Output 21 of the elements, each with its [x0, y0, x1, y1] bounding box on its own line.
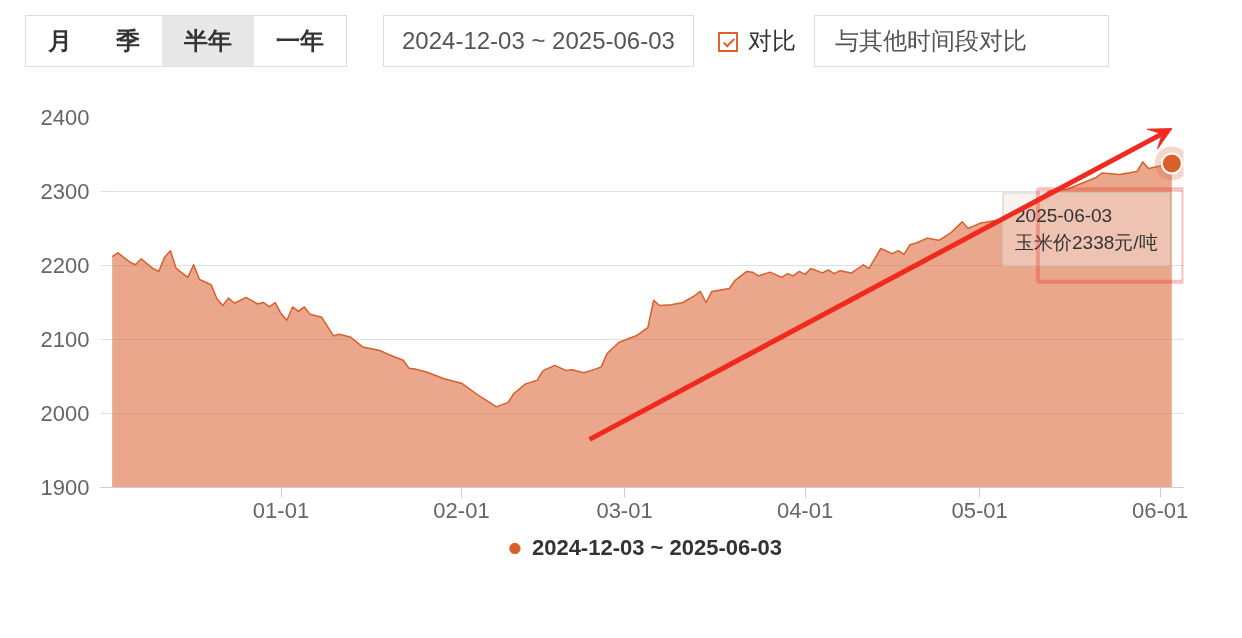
text: 2024-12-03 ~ 2025-06-03: [383, 15, 694, 68]
y-tick-label: 2200: [40, 253, 90, 278]
y-tick-label: 2000: [40, 401, 90, 426]
text: 半年: [162, 16, 254, 67]
x-tick-label: 04-01: [776, 497, 834, 523]
text: 对比: [746, 26, 796, 56]
y-tick-label: 2400: [40, 105, 90, 130]
y-tick-label: 2100: [40, 327, 90, 352]
x-tick-label: 06-01: [1132, 497, 1189, 523]
text: 月: [47, 26, 73, 56]
x-tick-label: 05-01: [951, 497, 1008, 523]
x-tick-label: 02-01: [433, 497, 490, 523]
text: 与其他时间段对比: [813, 15, 1109, 68]
y-tick-label: 2300: [40, 179, 90, 204]
x-tick-label: 01-01: [252, 497, 310, 523]
y-tick-label: 1900: [40, 475, 90, 500]
text: 一年: [275, 26, 325, 56]
x-tick-label: 03-01: [596, 497, 653, 523]
text: 季: [115, 26, 141, 56]
annotation: 2025-06-03 玉米价2338元/吨: [1015, 204, 1158, 254]
legend-label: 2024-12-03 ~ 2025-06-03: [531, 535, 783, 561]
